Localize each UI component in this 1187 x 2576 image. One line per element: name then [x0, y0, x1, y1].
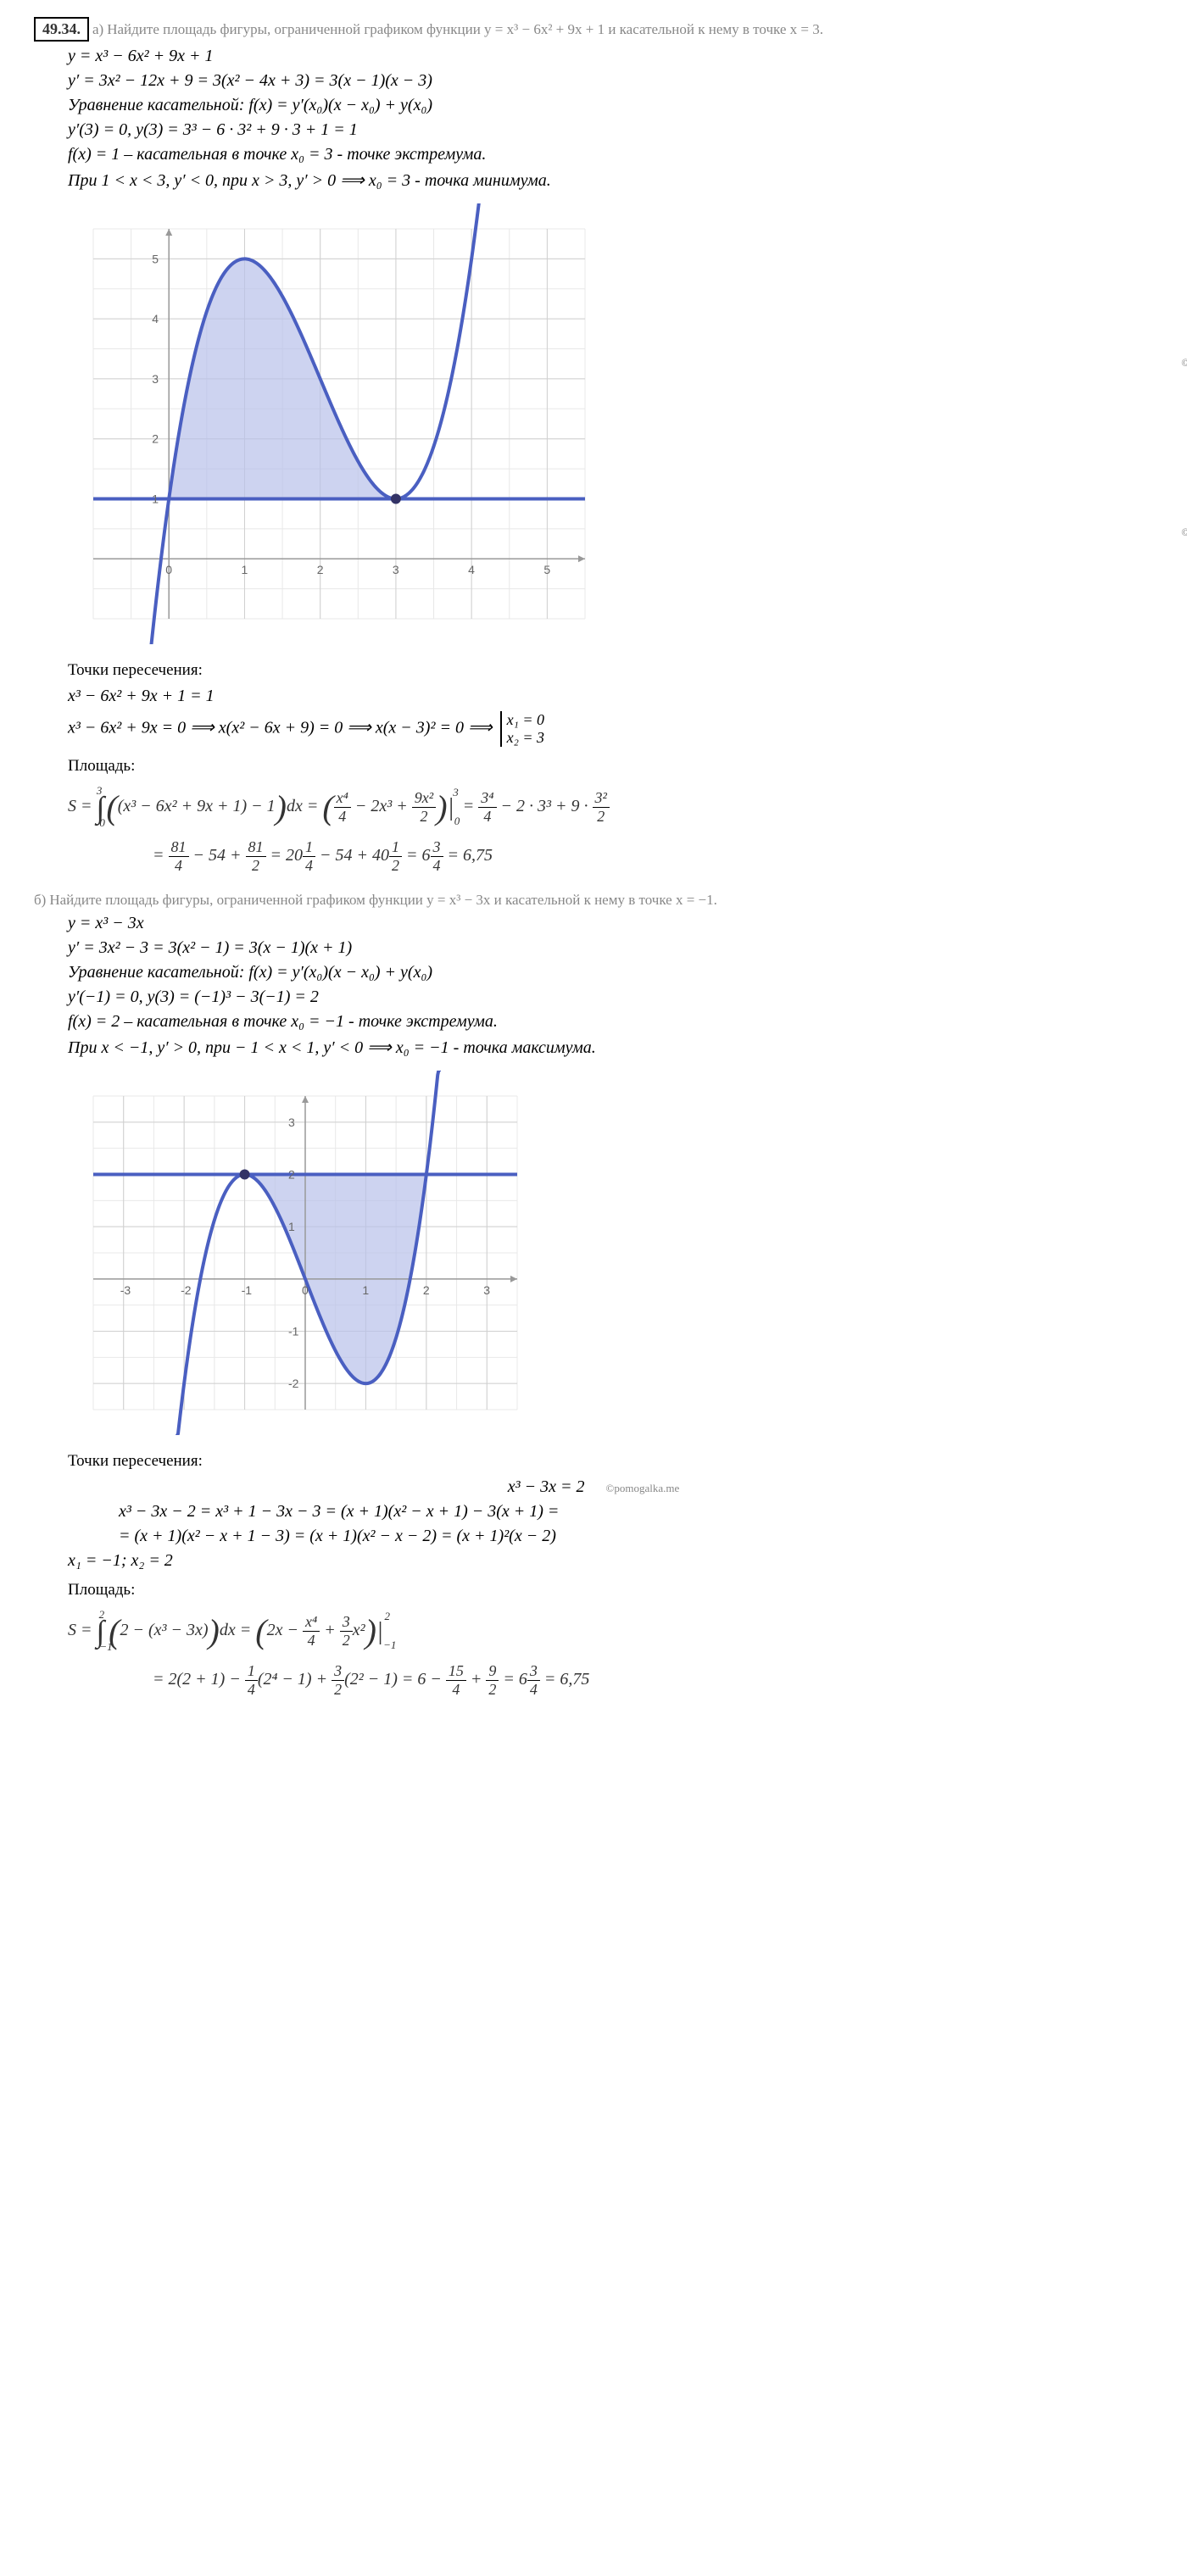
part-b-label: б): [34, 892, 46, 908]
svg-text:4: 4: [152, 312, 159, 325]
svg-text:3: 3: [152, 372, 159, 386]
pa-intersect-title: Точки пересечения:: [68, 661, 1153, 680]
pb-intersect-title: Точки пересечения:: [68, 1452, 1153, 1471]
svg-text:-2: -2: [181, 1283, 192, 1297]
chart-b: -3 -2 -1 0 1 2 3 -2 -1 1 2 3: [68, 1071, 543, 1435]
pa-area-title: Площадь:: [68, 757, 1153, 776]
svg-text:-2: -2: [288, 1377, 299, 1390]
watermark: ©pomogalka.me: [1181, 526, 1187, 539]
svg-text:3: 3: [288, 1116, 295, 1129]
part-a-label: а): [92, 21, 103, 37]
pa-sol2: x₂ = 3: [507, 729, 544, 747]
svg-text:1: 1: [362, 1283, 369, 1297]
problem-header: 49.34. а) Найдите площадь фигуры, ограни…: [34, 17, 1153, 42]
pb-line5: f(x) = 2 – касательная в точке x₀ = −1 -…: [68, 1012, 1153, 1032]
svg-text:1: 1: [241, 563, 248, 576]
pa-line1: y = x³ − 6x² + 9x + 1: [68, 47, 1153, 66]
pb-int2: x³ − 3x − 2 = x³ + 1 − 3x − 3 = (x + 1)(…: [119, 1502, 1153, 1522]
pb-int3: = (x + 1)(x² − x + 1 − 3) = (x + 1)(x² −…: [119, 1527, 1153, 1546]
svg-text:-3: -3: [120, 1283, 131, 1297]
pa-area-formula: S = ∫03 ((x³ − 6x² + 9x + 1) − 1)dx = (x…: [68, 784, 1153, 830]
chart-a-container: 01234512345 ©pomogalka.me ©pomogalka.me: [68, 203, 1153, 648]
pb-area-title: Площадь:: [68, 1581, 1153, 1600]
svg-text:0: 0: [165, 563, 172, 576]
pa-line3: Уравнение касательной: f(x) = y′(x₀)(x −…: [68, 96, 1153, 115]
pb-line2: y′ = 3x² − 3 = 3(x² − 1) = 3(x − 1)(x + …: [68, 938, 1153, 958]
pa-sol1: x₁ = 0: [507, 711, 544, 729]
svg-text:2: 2: [317, 563, 324, 576]
part-b-text: Найдите площадь фигуры, ограниченной гра…: [49, 892, 717, 908]
pa-line4: y′(3) = 0, y(3) = 3³ − 6 · 3² + 9 · 3 + …: [68, 120, 1153, 140]
svg-text:-1: -1: [288, 1325, 299, 1338]
svg-text:5: 5: [543, 563, 550, 576]
pa-int2a: x³ − 6x² + 9x = 0 ⟹ x(x² − 6x + 9) = 0 ⟹…: [68, 719, 493, 737]
pa-area-result: = 814 − 54 + 812 = 2014 − 54 + 4012 = 63…: [153, 838, 1153, 875]
svg-text:1: 1: [288, 1220, 295, 1233]
svg-text:5: 5: [152, 252, 159, 265]
pb-area-result: = 2(2 + 1) − 14(2⁴ − 1) + 32(2² − 1) = 6…: [153, 1662, 1153, 1699]
svg-text:4: 4: [468, 563, 475, 576]
pa-int2: x³ − 6x² + 9x = 0 ⟹ x(x² − 6x + 9) = 0 ⟹…: [68, 711, 1153, 747]
part-a-text: Найдите площадь фигуры, ограниченной гра…: [107, 21, 823, 37]
pb-line4: y′(−1) = 0, y(3) = (−1)³ − 3(−1) = 2: [68, 988, 1153, 1007]
part-b-header: б) Найдите площадь фигуры, ограниченной …: [34, 892, 1153, 909]
pb-line6: При x < −1, y′ > 0, при − 1 < x < 1, y′ …: [68, 1037, 1153, 1058]
svg-text:2: 2: [152, 432, 159, 446]
svg-text:3: 3: [483, 1283, 490, 1297]
pb-area-formula: S = ∫−12 (2 − (x³ − 3x))dx = (2x − x⁴4 +…: [68, 1608, 1153, 1654]
pb-int1: x³ − 3x = 2 ©pomogalka.me: [34, 1477, 1153, 1497]
chart-b-container: -3 -2 -1 0 1 2 3 -2 -1 1 2 3: [68, 1071, 1153, 1439]
svg-text:2: 2: [423, 1283, 430, 1297]
watermark: ©pomogalka.me: [1181, 356, 1187, 370]
pa-line6: При 1 < x < 3, y′ < 0, при x > 3, y′ > 0…: [68, 170, 1153, 191]
pa-int1: x³ − 6x² + 9x + 1 = 1: [68, 687, 1153, 706]
svg-text:-1: -1: [242, 1283, 253, 1297]
svg-text:2: 2: [288, 1168, 295, 1182]
pb-line1: y = x³ − 3x: [68, 914, 1153, 933]
svg-text:0: 0: [302, 1283, 309, 1297]
pa-line5: f(x) = 1 – касательная в точке x₀ = 3 - …: [68, 145, 1153, 164]
pa-line2: y′ = 3x² − 12x + 9 = 3(x² − 4x + 3) = 3(…: [68, 71, 1153, 91]
svg-text:3: 3: [393, 563, 399, 576]
pb-line3: Уравнение касательной: f(x) = y′(x₀)(x −…: [68, 963, 1153, 982]
svg-text:1: 1: [152, 492, 159, 505]
pb-int4: x₁ = −1; x₂ = 2: [68, 1551, 1153, 1571]
problem-number: 49.34.: [34, 17, 89, 42]
chart-a: 0 1 2 3 4 5 1 2 3 4 5: [68, 203, 610, 644]
